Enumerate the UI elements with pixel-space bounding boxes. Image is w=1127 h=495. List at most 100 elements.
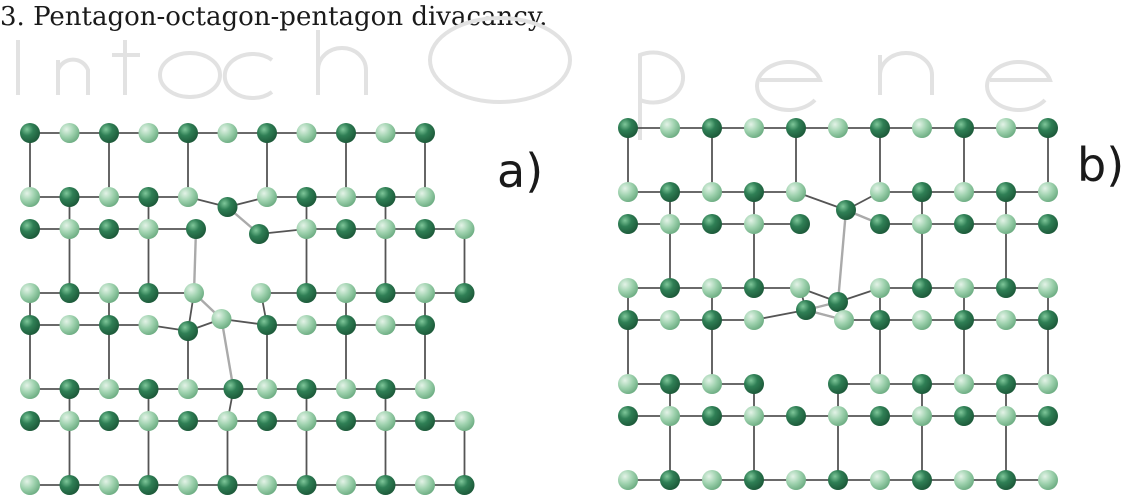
carbon-atom-dark bbox=[828, 292, 848, 312]
carbon-atom-dark bbox=[336, 123, 356, 143]
carbon-atom-dark bbox=[836, 200, 856, 220]
carbon-atom-light bbox=[257, 187, 277, 207]
carbon-atom-dark bbox=[912, 278, 932, 298]
carbon-atom-light bbox=[618, 374, 638, 394]
carbon-atom-dark bbox=[454, 283, 475, 303]
carbon-atom-light bbox=[660, 214, 680, 234]
carbon-atom-dark bbox=[20, 219, 40, 239]
carbon-atom-light bbox=[296, 219, 317, 239]
carbon-atom-dark bbox=[257, 123, 277, 143]
carbon-atom-dark bbox=[20, 411, 40, 431]
carbon-atom-light bbox=[20, 475, 40, 495]
carbon-atom-light bbox=[996, 214, 1016, 234]
carbon-atom-light bbox=[99, 475, 119, 495]
carbon-atom-light bbox=[415, 283, 435, 303]
carbon-atom-light bbox=[790, 278, 810, 298]
carbon-atom-light bbox=[744, 406, 764, 426]
carbon-atom-light bbox=[415, 379, 435, 399]
carbon-atom-dark bbox=[954, 406, 974, 426]
carbon-atom-light bbox=[954, 374, 974, 394]
carbon-atom-dark bbox=[702, 214, 722, 234]
carbon-atom-dark bbox=[912, 374, 932, 394]
defect-bond bbox=[836, 209, 848, 303]
atoms-group bbox=[618, 118, 1058, 490]
carbon-atom-light bbox=[257, 475, 277, 495]
carbon-atom-light bbox=[996, 310, 1016, 330]
carbon-atom-light bbox=[912, 406, 932, 426]
carbon-atom-dark bbox=[618, 310, 638, 330]
carbon-atom-dark bbox=[618, 406, 638, 426]
carbon-atom-light bbox=[954, 470, 974, 490]
carbon-atom-light bbox=[296, 123, 317, 143]
carbon-atom-dark bbox=[744, 278, 764, 298]
carbon-atom-dark bbox=[99, 411, 119, 431]
carbon-atom-dark bbox=[790, 214, 810, 234]
panel-a-lattice bbox=[0, 110, 490, 495]
carbon-atom-dark bbox=[178, 321, 198, 341]
carbon-atom-dark bbox=[20, 315, 40, 335]
carbon-atom-dark bbox=[744, 470, 764, 490]
carbon-atom-dark bbox=[796, 300, 816, 320]
carbon-atom-dark bbox=[660, 374, 680, 394]
carbon-atom-dark bbox=[618, 118, 638, 138]
carbon-atom-light bbox=[336, 379, 356, 399]
carbon-atom-dark bbox=[296, 187, 317, 207]
carbon-atom-dark bbox=[702, 118, 722, 138]
carbon-atom-dark bbox=[375, 475, 396, 495]
carbon-atom-dark bbox=[59, 283, 80, 303]
carbon-atom-light bbox=[184, 283, 204, 303]
carbon-atom-light bbox=[454, 411, 475, 431]
carbon-atom-light bbox=[744, 214, 764, 234]
carbon-atom-dark bbox=[954, 310, 974, 330]
carbon-atom-dark bbox=[257, 315, 277, 335]
carbon-atom-dark bbox=[99, 219, 119, 239]
carbon-atom-light bbox=[251, 283, 271, 303]
carbon-atom-dark bbox=[138, 187, 159, 207]
carbon-atom-light bbox=[912, 214, 932, 234]
carbon-atom-dark bbox=[1038, 406, 1058, 426]
carbon-atom-dark bbox=[660, 470, 680, 490]
carbon-atom-dark bbox=[618, 214, 638, 234]
carbon-atom-light bbox=[20, 283, 40, 303]
carbon-atom-dark bbox=[870, 214, 890, 234]
carbon-atom-dark bbox=[336, 411, 356, 431]
carbon-atom-dark bbox=[138, 283, 159, 303]
carbon-atom-light bbox=[375, 219, 396, 239]
carbon-atom-dark bbox=[223, 379, 244, 399]
carbon-atom-light bbox=[1038, 374, 1058, 394]
carbon-atom-light bbox=[20, 187, 40, 207]
carbon-atom-light bbox=[296, 411, 317, 431]
carbon-atom-light bbox=[336, 283, 356, 303]
carbon-atom-dark bbox=[59, 475, 80, 495]
carbon-atom-dark bbox=[186, 219, 206, 239]
carbon-atom-light bbox=[618, 470, 638, 490]
carbon-atom-dark bbox=[375, 187, 396, 207]
carbon-atom-light bbox=[336, 187, 356, 207]
carbon-atom-light bbox=[217, 411, 238, 431]
defect-bond bbox=[192, 228, 198, 294]
carbon-atom-light bbox=[59, 315, 80, 335]
carbon-atom-dark bbox=[138, 379, 159, 399]
carbon-atom-dark bbox=[996, 278, 1016, 298]
carbon-atom-dark bbox=[217, 475, 238, 495]
carbon-atom-light bbox=[786, 182, 806, 202]
carbon-atom-light bbox=[178, 187, 198, 207]
carbon-atom-light bbox=[786, 470, 806, 490]
carbon-atom-light bbox=[138, 123, 159, 143]
carbon-atom-light bbox=[702, 470, 722, 490]
carbon-atom-light bbox=[834, 310, 854, 330]
carbon-atom-dark bbox=[996, 470, 1016, 490]
carbon-atom-light bbox=[660, 406, 680, 426]
carbon-atom-light bbox=[217, 123, 238, 143]
carbon-atom-light bbox=[702, 374, 722, 394]
carbon-atom-dark bbox=[336, 315, 356, 335]
carbon-atom-light bbox=[702, 278, 722, 298]
carbon-atom-light bbox=[59, 411, 80, 431]
carbon-atom-light bbox=[415, 187, 435, 207]
carbon-atom-light bbox=[257, 379, 277, 399]
carbon-atom-light bbox=[702, 182, 722, 202]
carbon-atom-light bbox=[618, 182, 638, 202]
carbon-atom-light bbox=[99, 283, 119, 303]
carbon-atom-dark bbox=[828, 374, 848, 394]
carbon-atom-light bbox=[1038, 182, 1058, 202]
